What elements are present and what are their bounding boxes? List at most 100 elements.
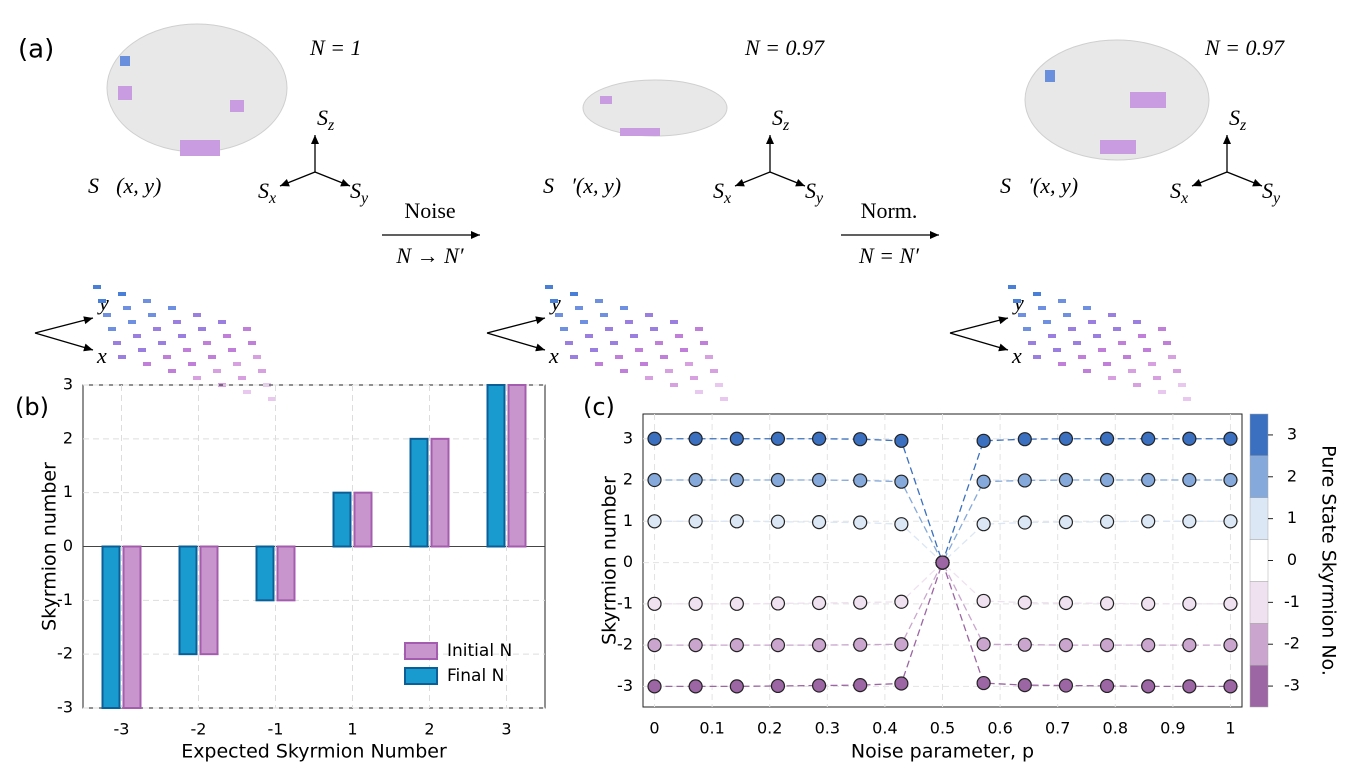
axis-sub: z [1239,117,1247,134]
point [1018,679,1031,692]
lattice-cell [163,355,171,359]
point [1183,432,1196,445]
point [648,474,661,487]
bar [355,493,372,547]
point [730,639,743,652]
lattice-cell [1113,327,1121,331]
axis-label: Sz [772,105,790,134]
x-tick-label: 0.2 [757,719,782,738]
lattice-cell [1163,341,1171,345]
lattice-cell [625,320,633,324]
legend-label: Final N [447,666,504,686]
point [813,474,826,487]
lattice-cell [545,285,553,289]
lattice-cell [208,355,216,359]
lattice-cell [685,362,693,366]
lattice-cell [113,341,121,345]
lattice-cell [600,313,608,317]
point [895,475,908,488]
y-tick-label: 0 [623,552,633,571]
point [813,432,826,445]
lattice-cell [1048,334,1056,338]
point [1101,597,1114,610]
bar [103,547,120,709]
colorbar-tick-label: 1 [1287,508,1297,527]
lattice-cell [128,320,136,324]
lattice-cell [630,334,638,338]
colorbar-tick-label: -1 [1284,592,1300,611]
lattice-cell [715,383,723,387]
lattice-cell [680,348,688,352]
lattice-cell [228,348,236,352]
lattice-cell [645,376,653,380]
point [854,679,867,692]
lattice-cell [193,313,201,317]
lattice-axis: x [96,343,107,368]
lattice-cell [203,341,211,345]
axis-label: Sz [317,105,335,134]
x-tick-label: 1 [347,720,357,739]
bar [124,547,141,709]
point [1183,597,1196,610]
lattice-cell [1083,369,1091,373]
y-axis-label: Skyrmion number [599,476,621,645]
x-tick-label: 0.3 [815,719,840,738]
x-tick-label: -3 [114,720,130,739]
arrow-head [83,316,93,324]
colorbar-segment [1250,540,1268,582]
patch [230,100,244,112]
point [813,639,826,652]
lattice-cell [243,327,251,331]
x-tick-label: 0.8 [1103,719,1128,738]
lattice-cell [198,327,206,331]
lattice-cell [1013,299,1021,303]
lattice-cell [1083,306,1091,310]
lattice-cell [670,320,678,324]
lattice-cell [1073,341,1081,345]
point [895,595,908,608]
lattice-cell [1028,341,1036,345]
lattice-cell [645,313,653,317]
point [689,515,702,528]
y-tick-label: 3 [623,428,633,447]
patch [1100,140,1136,154]
lattice-cell [575,306,583,310]
lattice-cell [595,362,603,366]
point [1018,433,1031,446]
lattice-cell [233,362,241,366]
point [1059,516,1072,529]
point [771,515,784,528]
axis-sub: z [327,117,335,134]
point [1059,474,1072,487]
point [648,639,661,652]
axis-label: Sx [713,178,731,207]
lattice-cell [1093,334,1101,338]
patch [120,56,130,66]
step-label: Noise [404,198,455,223]
colorbar-tick-label: -3 [1284,676,1300,695]
lattice-cell [178,334,186,338]
step-label: N → N′ [395,243,464,268]
panel-label: (b) [15,393,49,421]
lattice-cell [218,320,226,324]
arrow-head [535,344,545,352]
state-number: N = 0.97 [1204,35,1285,60]
axis-main: S [1229,105,1240,130]
point [771,432,784,445]
colorbar-segment [1250,498,1268,540]
lattice-cell [580,320,588,324]
axis-main: S [713,178,724,203]
point [730,597,743,610]
patch [1045,70,1055,82]
y-tick-label: -2 [57,644,73,663]
bar [334,493,351,547]
lattice-cell [665,369,673,373]
point [1224,597,1237,610]
point [730,515,743,528]
lattice-cell [1018,313,1026,317]
axis-label: Sx [258,178,276,207]
point [730,680,743,693]
field-label: S⃗(x, y) [88,173,161,198]
axis-main: S [805,178,816,203]
point [895,677,908,690]
